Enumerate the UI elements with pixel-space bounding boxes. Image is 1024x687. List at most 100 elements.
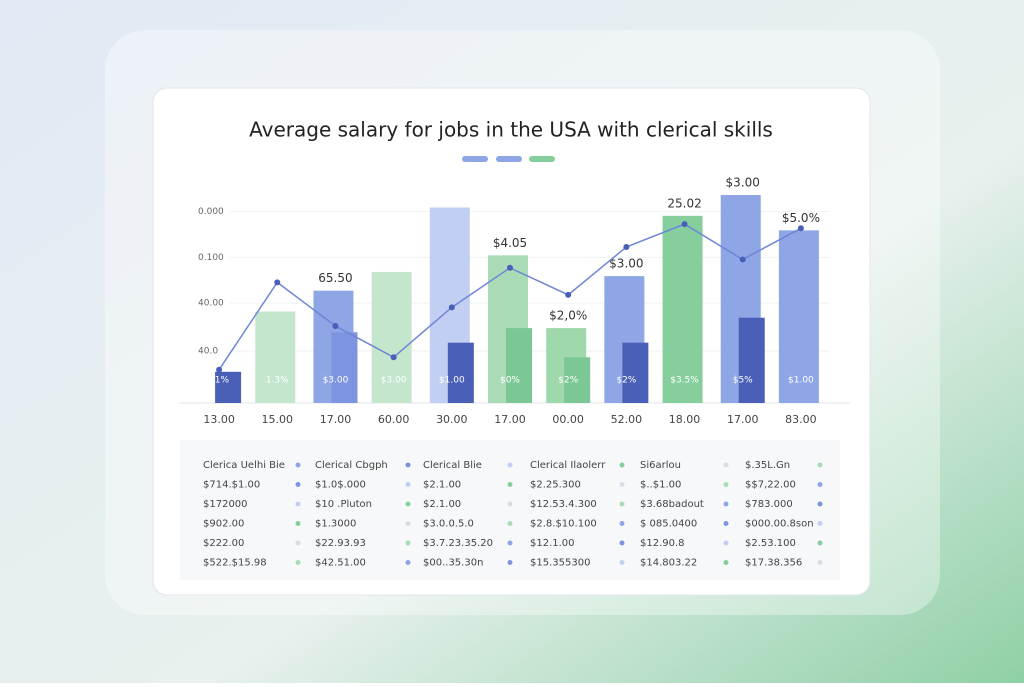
line-point bbox=[797, 225, 804, 232]
bar-label: $3.00 bbox=[381, 376, 407, 386]
table-cell: $522.$15.98 bbox=[203, 558, 267, 569]
line-point bbox=[274, 279, 281, 286]
x-tick-label: 18.00 bbox=[669, 413, 701, 426]
x-tick-label: 52.00 bbox=[611, 413, 643, 426]
chart-title: Average salary for jobs in the USA with … bbox=[249, 118, 773, 142]
table-header-cell: Clerica Uelhi Bie bbox=[203, 460, 285, 471]
table-dot bbox=[295, 482, 301, 487]
line-point bbox=[739, 256, 746, 263]
table-dot bbox=[295, 501, 301, 507]
table-dot bbox=[817, 501, 823, 507]
table-cell: $000.00.8son bbox=[745, 519, 814, 530]
table-cell: $17.38.356 bbox=[745, 558, 802, 569]
bar bbox=[564, 357, 591, 403]
table-cell: $2.8.$10.100 bbox=[530, 519, 597, 530]
x-tick-label: 00.00 bbox=[552, 413, 584, 426]
x-tick-label: 17.00 bbox=[320, 413, 352, 426]
table-dot bbox=[619, 540, 625, 546]
table-dot bbox=[817, 521, 823, 526]
bar-label: $1.00 bbox=[439, 376, 465, 386]
table-header-cell: Clerical Ilaolerr bbox=[530, 460, 606, 471]
x-tick-label: 30.00 bbox=[436, 413, 468, 426]
table-dot bbox=[507, 482, 513, 487]
top-label: $4.05 bbox=[493, 236, 527, 250]
table-cell: $222.00 bbox=[203, 538, 244, 549]
y-tick-label: 40.0 bbox=[198, 347, 218, 357]
table-dot bbox=[507, 462, 513, 468]
bar bbox=[255, 311, 296, 403]
bar-label: $1% bbox=[209, 376, 229, 386]
table-cell: $2.53.100 bbox=[745, 538, 796, 549]
bar bbox=[738, 317, 765, 403]
bar-label: $1.00 bbox=[788, 376, 814, 386]
bar bbox=[215, 371, 242, 403]
bar bbox=[778, 230, 819, 403]
table-dot bbox=[723, 521, 729, 526]
table-cell: $3.7.23.35.20 bbox=[423, 538, 493, 549]
table-dot bbox=[405, 501, 411, 507]
table-dot bbox=[295, 462, 301, 468]
table-cell: $3.68badout bbox=[640, 499, 704, 510]
table-dot bbox=[295, 521, 301, 526]
table-dot bbox=[405, 560, 411, 565]
bar bbox=[447, 342, 474, 403]
bar-label: $5% bbox=[733, 376, 753, 386]
table-dot bbox=[405, 521, 411, 526]
table-dot bbox=[619, 482, 625, 487]
table-dot bbox=[405, 482, 411, 487]
line-point bbox=[565, 291, 572, 298]
table-cell: $2.1.00 bbox=[423, 480, 461, 491]
table-cell: $714.$1.00 bbox=[203, 480, 260, 491]
x-tick-label: 15.00 bbox=[262, 413, 294, 426]
table-dot bbox=[723, 501, 729, 507]
table-dot bbox=[507, 560, 513, 565]
table-cell: $1.3000 bbox=[315, 519, 356, 530]
top-label: $5.0% bbox=[782, 211, 820, 225]
line-point bbox=[216, 366, 223, 373]
table-cell: $2.1.00 bbox=[423, 499, 461, 510]
top-label: $3.00 bbox=[726, 176, 760, 190]
table-cell: $42.51.00 bbox=[315, 558, 366, 569]
legend-swatch bbox=[462, 156, 488, 162]
table-dot bbox=[817, 560, 823, 565]
table-dot bbox=[619, 560, 625, 565]
table-cell: $12.1.00 bbox=[530, 538, 575, 549]
table-header-cell: $.35L.Gn bbox=[745, 460, 790, 471]
bar bbox=[371, 271, 412, 403]
bar-label: $2% bbox=[558, 376, 578, 386]
table-dot bbox=[723, 540, 729, 546]
bar-label: $0% bbox=[500, 376, 520, 386]
table-dot bbox=[507, 501, 513, 507]
x-tick-label: 83.00 bbox=[785, 413, 817, 426]
table-dot bbox=[507, 521, 513, 526]
table-cell: $12.53.4.300 bbox=[530, 499, 597, 510]
table-header-cell: Si6arlou bbox=[640, 460, 681, 471]
table-dot bbox=[619, 521, 625, 526]
table-dot bbox=[295, 560, 301, 565]
bar-label: $2% bbox=[616, 376, 636, 386]
table-dot bbox=[405, 462, 411, 468]
bar bbox=[662, 215, 703, 403]
table-cell: $2.25.300 bbox=[530, 480, 581, 491]
table-header-cell: Clerical Blie bbox=[423, 460, 482, 471]
table-dot bbox=[295, 540, 301, 546]
bar-label: $3.5% bbox=[670, 376, 699, 386]
table-dot bbox=[723, 462, 729, 468]
table-dot bbox=[817, 482, 823, 487]
line-point bbox=[332, 323, 339, 330]
legend-swatch bbox=[496, 156, 522, 162]
bar-label: $3.00 bbox=[323, 376, 349, 386]
table-cell: $..$1.00 bbox=[640, 480, 681, 491]
table-dot bbox=[817, 462, 823, 468]
line-point bbox=[390, 354, 397, 361]
table-dot bbox=[507, 540, 513, 546]
x-tick-label: 17.00 bbox=[727, 413, 759, 426]
line-point bbox=[623, 244, 630, 250]
table-dot bbox=[405, 540, 411, 546]
table-dot bbox=[723, 560, 729, 565]
legend-swatch bbox=[529, 156, 555, 162]
line-point bbox=[681, 221, 688, 228]
table-cell: $783.000 bbox=[745, 499, 793, 510]
table-dot bbox=[619, 462, 625, 468]
